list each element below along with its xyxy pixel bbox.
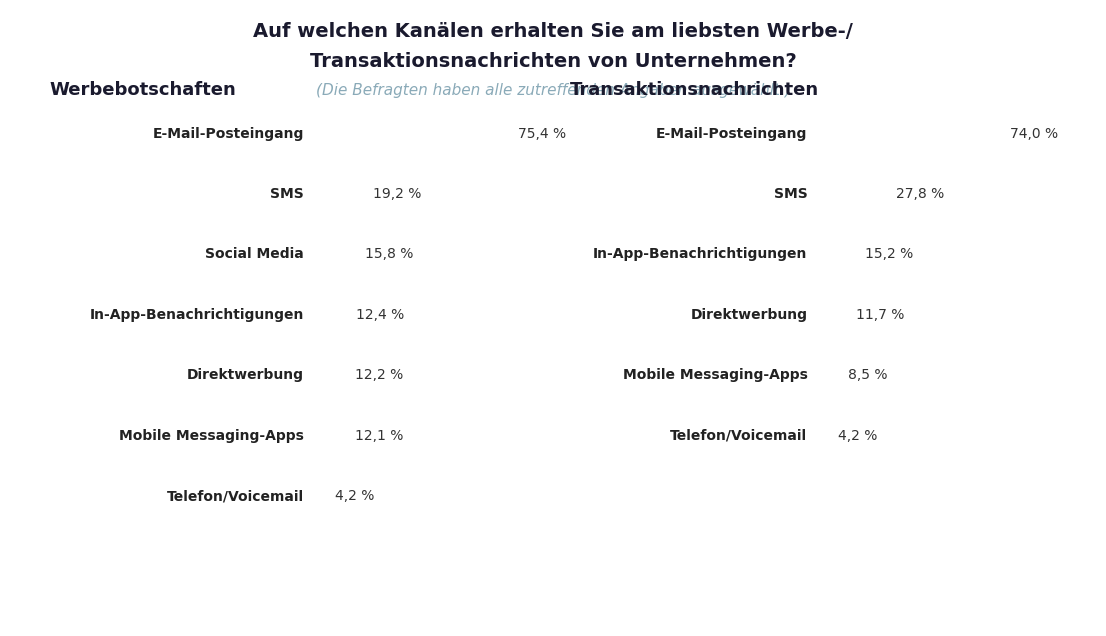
Text: (Die Befragten haben alle zutreffenden Angaben ausgewählt.): (Die Befragten haben alle zutreffenden A…: [315, 83, 791, 98]
Text: E-Mail-Posteingang: E-Mail-Posteingang: [153, 127, 304, 141]
Text: Werbebotschaften: Werbebotschaften: [50, 81, 237, 99]
Text: Social Media: Social Media: [206, 247, 304, 261]
Text: 12,2 %: 12,2 %: [355, 368, 404, 382]
Text: In-App-Benachrichtigungen: In-App-Benachrichtigungen: [90, 308, 304, 322]
Text: Transaktionsnachrichten: Transaktionsnachrichten: [570, 81, 818, 99]
Text: SMS: SMS: [270, 187, 304, 201]
Text: 74,0 %: 74,0 %: [1010, 127, 1058, 141]
Text: Mobile Messaging-Apps: Mobile Messaging-Apps: [119, 429, 304, 443]
Text: Direktwerbung: Direktwerbung: [187, 368, 304, 382]
Text: 19,2 %: 19,2 %: [374, 187, 421, 201]
Text: 11,7 %: 11,7 %: [856, 308, 905, 322]
Text: 8,5 %: 8,5 %: [848, 368, 888, 382]
Text: E-Mail-Posteingang: E-Mail-Posteingang: [656, 127, 807, 141]
Text: Mobile Messaging-Apps: Mobile Messaging-Apps: [623, 368, 807, 382]
Text: 15,2 %: 15,2 %: [865, 247, 914, 261]
Text: 15,8 %: 15,8 %: [365, 247, 413, 261]
Text: 12,4 %: 12,4 %: [356, 308, 404, 322]
Text: 12,1 %: 12,1 %: [355, 429, 404, 443]
Text: 4,2 %: 4,2 %: [837, 429, 877, 443]
Text: 27,8 %: 27,8 %: [896, 187, 945, 201]
Text: Auf welchen Kanälen erhalten Sie am liebsten Werbe-/: Auf welchen Kanälen erhalten Sie am lieb…: [253, 22, 853, 41]
Text: SMS: SMS: [773, 187, 807, 201]
Text: Direktwerbung: Direktwerbung: [690, 308, 807, 322]
Text: Transaktionsnachrichten von Unternehmen?: Transaktionsnachrichten von Unternehmen?: [310, 52, 796, 71]
Text: Telefon/Voicemail: Telefon/Voicemail: [167, 489, 304, 503]
Text: 4,2 %: 4,2 %: [335, 489, 374, 503]
Text: Telefon/Voicemail: Telefon/Voicemail: [670, 429, 807, 443]
Text: In-App-Benachrichtigungen: In-App-Benachrichtigungen: [593, 247, 807, 261]
Text: 75,4 %: 75,4 %: [518, 127, 566, 141]
